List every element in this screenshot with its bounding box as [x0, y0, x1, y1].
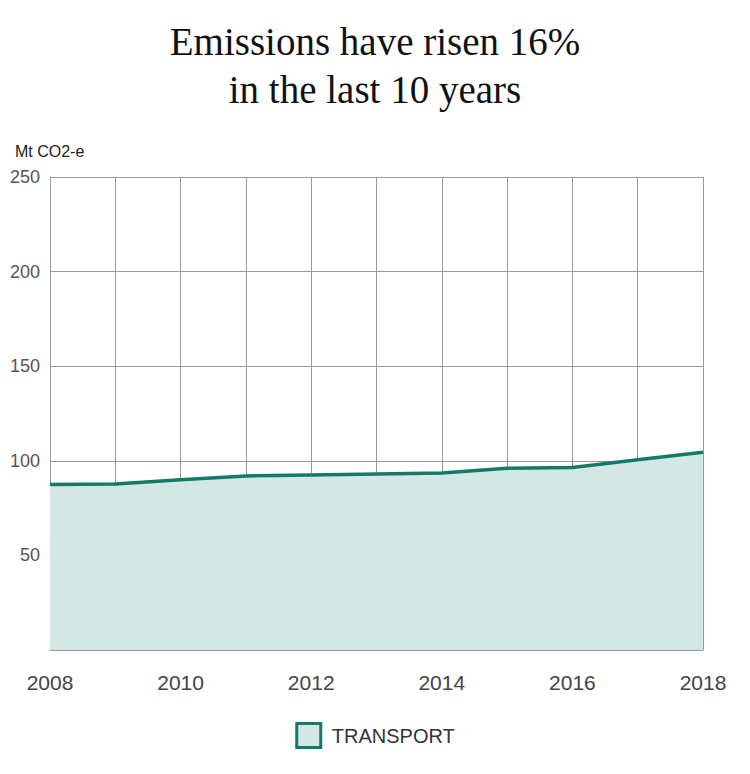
svg-text:50: 50: [20, 545, 40, 565]
svg-text:in the last 10 years: in the last 10 years: [229, 68, 521, 112]
svg-text:2008: 2008: [27, 671, 74, 694]
svg-text:100: 100: [10, 451, 40, 471]
svg-text:TRANSPORT: TRANSPORT: [332, 725, 455, 747]
svg-text:Mt CO2-e: Mt CO2-e: [15, 143, 84, 160]
svg-text:200: 200: [10, 262, 40, 282]
svg-text:150: 150: [10, 356, 40, 376]
svg-text:250: 250: [10, 167, 40, 187]
svg-text:2012: 2012: [288, 671, 335, 694]
svg-text:Emissions have risen 16%: Emissions have risen 16%: [170, 20, 581, 63]
svg-text:2014: 2014: [418, 671, 465, 694]
svg-text:2016: 2016: [549, 671, 596, 694]
svg-text:2010: 2010: [157, 671, 204, 694]
svg-text:2018: 2018: [680, 671, 727, 694]
